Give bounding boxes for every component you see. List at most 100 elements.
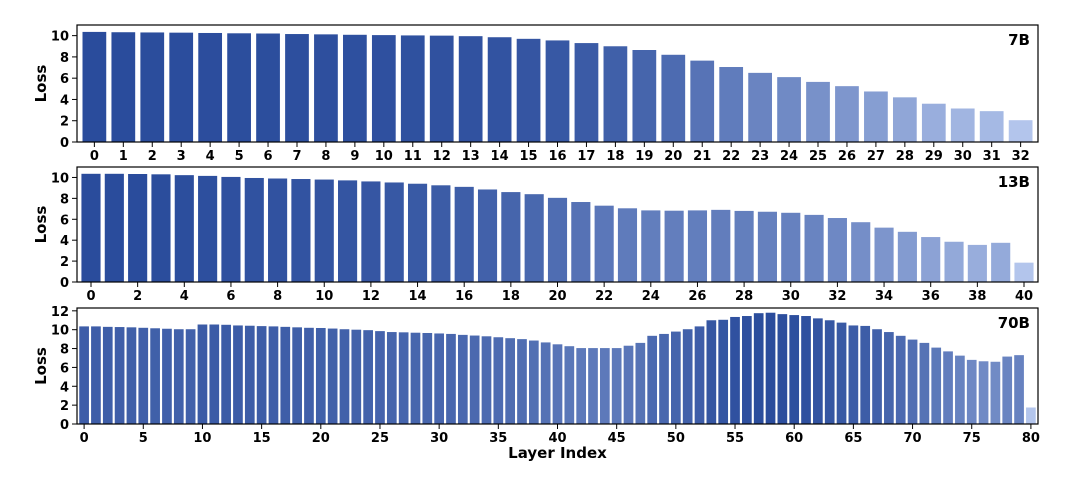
bar-layer-80 xyxy=(1026,407,1036,424)
y-tick-label: 12 xyxy=(51,305,69,320)
bar-layer-13 xyxy=(233,325,243,424)
bar-layer-76 xyxy=(978,361,989,424)
bar-layer-30 xyxy=(781,212,801,282)
x-tick-label: 70 xyxy=(904,431,922,446)
y-tick-label: 10 xyxy=(51,324,69,339)
bar-layer-14 xyxy=(487,37,512,143)
bar-layer-24 xyxy=(777,77,801,142)
x-tick-label: 18 xyxy=(606,149,624,164)
x-tick-label: 14 xyxy=(409,289,427,304)
bar-layer-27 xyxy=(711,209,731,282)
bar-layer-0 xyxy=(82,31,107,142)
bar-layer-15 xyxy=(431,185,451,282)
bar-layer-71 xyxy=(919,342,930,424)
x-tick-label: 30 xyxy=(954,149,972,164)
bar-layer-18 xyxy=(292,327,302,424)
y-tick-label: 2 xyxy=(60,399,69,414)
x-tick-label: 6 xyxy=(264,149,273,164)
x-tick-label: 45 xyxy=(608,431,626,446)
y-tick-label: 10 xyxy=(51,30,69,45)
bar-layer-17 xyxy=(477,189,498,282)
x-tick-label: 55 xyxy=(726,431,744,446)
bar-layer-22 xyxy=(594,205,614,282)
x-tick-label: 40 xyxy=(548,431,566,446)
bar-layer-11 xyxy=(338,180,358,282)
x-tick-label: 0 xyxy=(90,149,99,164)
bar-layer-66 xyxy=(860,325,871,424)
x-tick-label: 12 xyxy=(362,289,380,304)
bar-layer-16 xyxy=(268,326,279,424)
x-tick-label: 4 xyxy=(206,149,215,164)
bar-layer-67 xyxy=(872,329,882,424)
x-tick-label: 12 xyxy=(433,149,451,164)
y-tick-label: 4 xyxy=(60,380,69,395)
x-tick-label: 65 xyxy=(844,431,862,446)
bar-layer-12 xyxy=(221,324,231,424)
bar-layer-24 xyxy=(641,210,661,282)
bar-layer-32 xyxy=(827,218,847,282)
bar-layer-6 xyxy=(150,328,160,424)
x-tick-label: 38 xyxy=(968,289,986,304)
bar-layer-23 xyxy=(748,72,772,142)
bar-layer-11 xyxy=(400,35,425,142)
bar-layer-32 xyxy=(457,334,468,424)
bar-layer-43 xyxy=(588,348,598,424)
panel-size-label: 7B xyxy=(1008,31,1030,49)
x-tick-label: 7 xyxy=(292,149,301,164)
x-tick-label: 4 xyxy=(180,289,189,304)
x-tick-label: 35 xyxy=(489,431,507,446)
bar-layer-40 xyxy=(1014,262,1034,282)
bar-layer-1 xyxy=(91,326,101,424)
x-tick-label: 11 xyxy=(404,149,422,164)
bar-layer-9 xyxy=(343,34,367,142)
bar-layer-65 xyxy=(848,325,859,424)
x-tick-label: 19 xyxy=(635,149,653,164)
x-tick-label: 10 xyxy=(193,431,211,446)
bar-layer-7 xyxy=(285,34,309,142)
bar-layer-10 xyxy=(371,35,396,142)
bar-layer-33 xyxy=(469,335,480,424)
bar-layer-20 xyxy=(547,197,568,282)
bar-layer-28 xyxy=(734,210,754,282)
x-tick-label: 5 xyxy=(235,149,244,164)
bar-layer-61 xyxy=(801,316,811,424)
y-tick-label: 8 xyxy=(60,192,69,207)
bar-layer-77 xyxy=(990,361,1001,424)
bar-layer-6 xyxy=(256,33,280,143)
bar-layer-25 xyxy=(806,81,830,142)
bar-layer-17 xyxy=(280,326,291,424)
bar-layer-72 xyxy=(931,347,942,424)
x-tick-label: 28 xyxy=(896,149,914,164)
panel-size-label: 13B xyxy=(998,173,1030,191)
x-tick-label: 13 xyxy=(462,149,480,164)
x-tick-label: 2 xyxy=(148,149,157,164)
bar-layer-18 xyxy=(603,46,628,142)
x-tick-label: 2 xyxy=(133,289,142,304)
bar-layer-15 xyxy=(516,38,541,142)
bar-layer-20 xyxy=(661,54,686,142)
y-tick-label: 4 xyxy=(60,234,69,249)
x-tick-label: 21 xyxy=(693,149,711,164)
bar-layer-32 xyxy=(1008,120,1033,142)
y-tick-label: 4 xyxy=(60,93,69,108)
x-tick-label: 36 xyxy=(922,289,940,304)
bar-layer-51 xyxy=(682,329,693,424)
bar-layer-5 xyxy=(227,33,251,142)
x-tick-label: 25 xyxy=(809,149,827,164)
y-tick-label: 0 xyxy=(60,136,69,151)
y-tick-label: 6 xyxy=(60,361,69,376)
bar-layer-42 xyxy=(576,348,587,424)
bar-layer-36 xyxy=(505,338,516,424)
x-tick-label: 15 xyxy=(253,431,271,446)
bar-layer-19 xyxy=(524,194,544,282)
bar-layer-8 xyxy=(314,34,338,142)
x-tick-label: 22 xyxy=(722,149,740,164)
y-tick-label: 10 xyxy=(51,171,69,186)
x-tick-label: 14 xyxy=(491,149,509,164)
bar-layer-29 xyxy=(921,103,946,142)
bar-layer-12 xyxy=(429,35,454,142)
bar-layer-5 xyxy=(138,327,149,424)
x-tick-label: 50 xyxy=(667,431,685,446)
bar-layer-16 xyxy=(454,186,474,282)
x-tick-label: 0 xyxy=(86,289,95,304)
